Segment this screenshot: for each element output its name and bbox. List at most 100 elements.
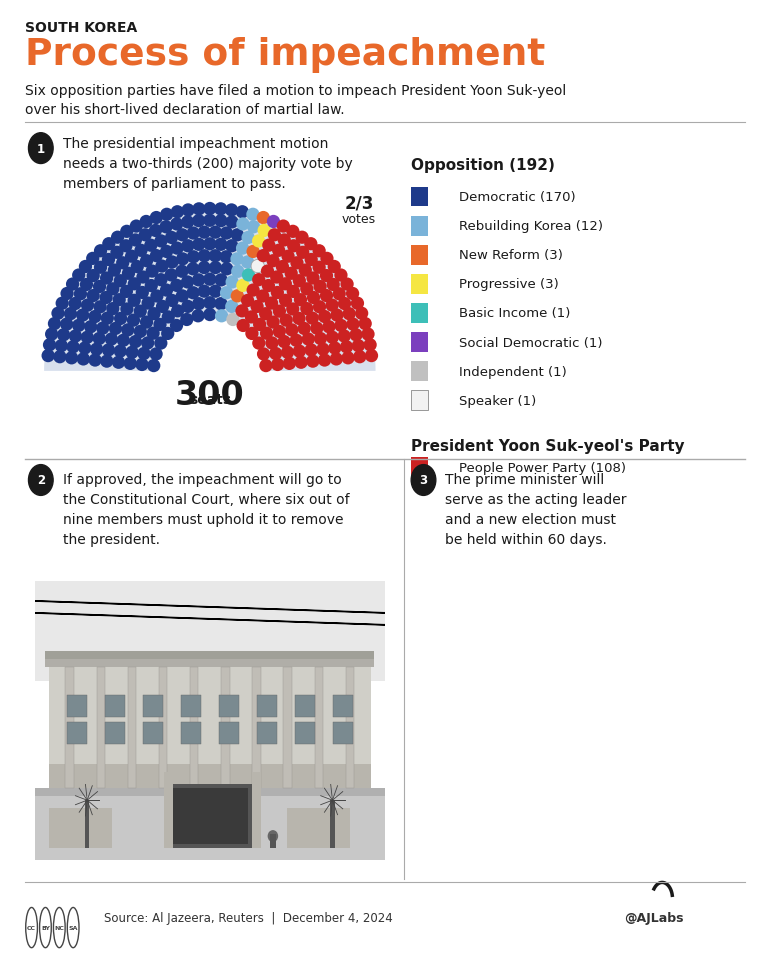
Circle shape: [246, 246, 259, 259]
Circle shape: [94, 261, 107, 275]
Circle shape: [266, 316, 280, 330]
Circle shape: [55, 339, 68, 353]
Circle shape: [170, 242, 184, 256]
Bar: [257, 695, 276, 717]
Circle shape: [341, 352, 355, 365]
Circle shape: [116, 257, 129, 270]
Circle shape: [251, 260, 264, 273]
Circle shape: [241, 294, 254, 308]
Circle shape: [110, 246, 123, 259]
Circle shape: [333, 288, 346, 301]
Circle shape: [310, 322, 323, 335]
Circle shape: [286, 303, 300, 316]
Text: Process of impeachment: Process of impeachment: [25, 37, 546, 72]
Circle shape: [106, 303, 119, 316]
Text: ALJAZEERA: ALJAZEERA: [678, 919, 742, 928]
Bar: [171, 788, 249, 844]
Circle shape: [266, 337, 279, 350]
Text: If approved, the impeachment will go to
the Constitutional Court, where six out : If approved, the impeachment will go to …: [63, 473, 350, 547]
Circle shape: [92, 333, 105, 346]
Circle shape: [142, 297, 155, 310]
Circle shape: [281, 250, 295, 263]
Circle shape: [320, 270, 333, 283]
Bar: [181, 723, 201, 745]
Circle shape: [269, 348, 283, 360]
Circle shape: [150, 290, 163, 304]
Circle shape: [77, 353, 90, 366]
Circle shape: [89, 354, 102, 367]
Circle shape: [186, 227, 200, 240]
FancyBboxPatch shape: [411, 304, 428, 324]
Bar: [164, 773, 173, 849]
Circle shape: [286, 285, 300, 299]
Bar: [295, 723, 315, 745]
Circle shape: [262, 280, 275, 293]
Text: Source: Al Jazeera, Reuters  |  December 4, 2024: Source: Al Jazeera, Reuters | December 4…: [104, 911, 393, 924]
Bar: [315, 667, 323, 788]
Circle shape: [225, 301, 239, 313]
Circle shape: [203, 273, 216, 286]
Circle shape: [351, 297, 364, 310]
Circle shape: [267, 215, 280, 229]
FancyBboxPatch shape: [411, 216, 428, 236]
Circle shape: [350, 329, 363, 342]
Circle shape: [186, 286, 199, 300]
Circle shape: [181, 276, 194, 289]
Circle shape: [94, 245, 107, 259]
Circle shape: [236, 319, 249, 333]
Text: Democratic (170): Democratic (170): [459, 191, 576, 204]
Text: SOUTH KOREA: SOUTH KOREA: [25, 21, 138, 36]
Bar: [85, 801, 89, 849]
Circle shape: [203, 238, 216, 251]
Circle shape: [154, 274, 168, 287]
Circle shape: [48, 318, 61, 331]
Circle shape: [259, 308, 273, 321]
Circle shape: [112, 357, 126, 369]
FancyBboxPatch shape: [411, 275, 428, 294]
Circle shape: [219, 227, 233, 240]
Circle shape: [192, 274, 205, 287]
Circle shape: [105, 333, 118, 346]
Circle shape: [225, 240, 239, 253]
Circle shape: [323, 321, 336, 334]
Circle shape: [236, 280, 249, 293]
Circle shape: [304, 237, 317, 251]
Text: People Power Party (108): People Power Party (108): [459, 461, 626, 474]
Circle shape: [57, 329, 70, 342]
Circle shape: [320, 289, 333, 303]
Circle shape: [129, 220, 143, 234]
Circle shape: [165, 232, 178, 245]
Text: The prime minister will
serve as the acting leader
and a new election must
be he: The prime minister will serve as the act…: [445, 473, 627, 547]
Circle shape: [294, 357, 308, 369]
Circle shape: [260, 327, 273, 340]
Circle shape: [160, 209, 173, 222]
FancyBboxPatch shape: [411, 187, 428, 208]
Circle shape: [365, 350, 378, 363]
Circle shape: [281, 346, 294, 359]
Circle shape: [219, 251, 233, 264]
Circle shape: [306, 356, 320, 368]
Circle shape: [149, 348, 162, 361]
Bar: [67, 695, 86, 717]
Circle shape: [220, 263, 233, 276]
Circle shape: [363, 339, 377, 352]
Circle shape: [171, 206, 184, 219]
FancyArrow shape: [35, 613, 387, 626]
Circle shape: [346, 287, 360, 301]
Circle shape: [147, 308, 161, 321]
Circle shape: [155, 235, 168, 248]
Circle shape: [313, 261, 326, 275]
Text: Social Democratic (1): Social Democratic (1): [459, 336, 603, 349]
Circle shape: [307, 291, 320, 305]
Circle shape: [313, 301, 326, 314]
Circle shape: [43, 339, 56, 352]
Circle shape: [285, 324, 299, 337]
Circle shape: [214, 238, 227, 252]
Circle shape: [296, 232, 309, 245]
Circle shape: [256, 290, 270, 304]
Bar: [35, 788, 385, 860]
Circle shape: [314, 333, 327, 346]
Circle shape: [253, 318, 266, 332]
Circle shape: [122, 267, 135, 281]
Circle shape: [327, 260, 341, 274]
